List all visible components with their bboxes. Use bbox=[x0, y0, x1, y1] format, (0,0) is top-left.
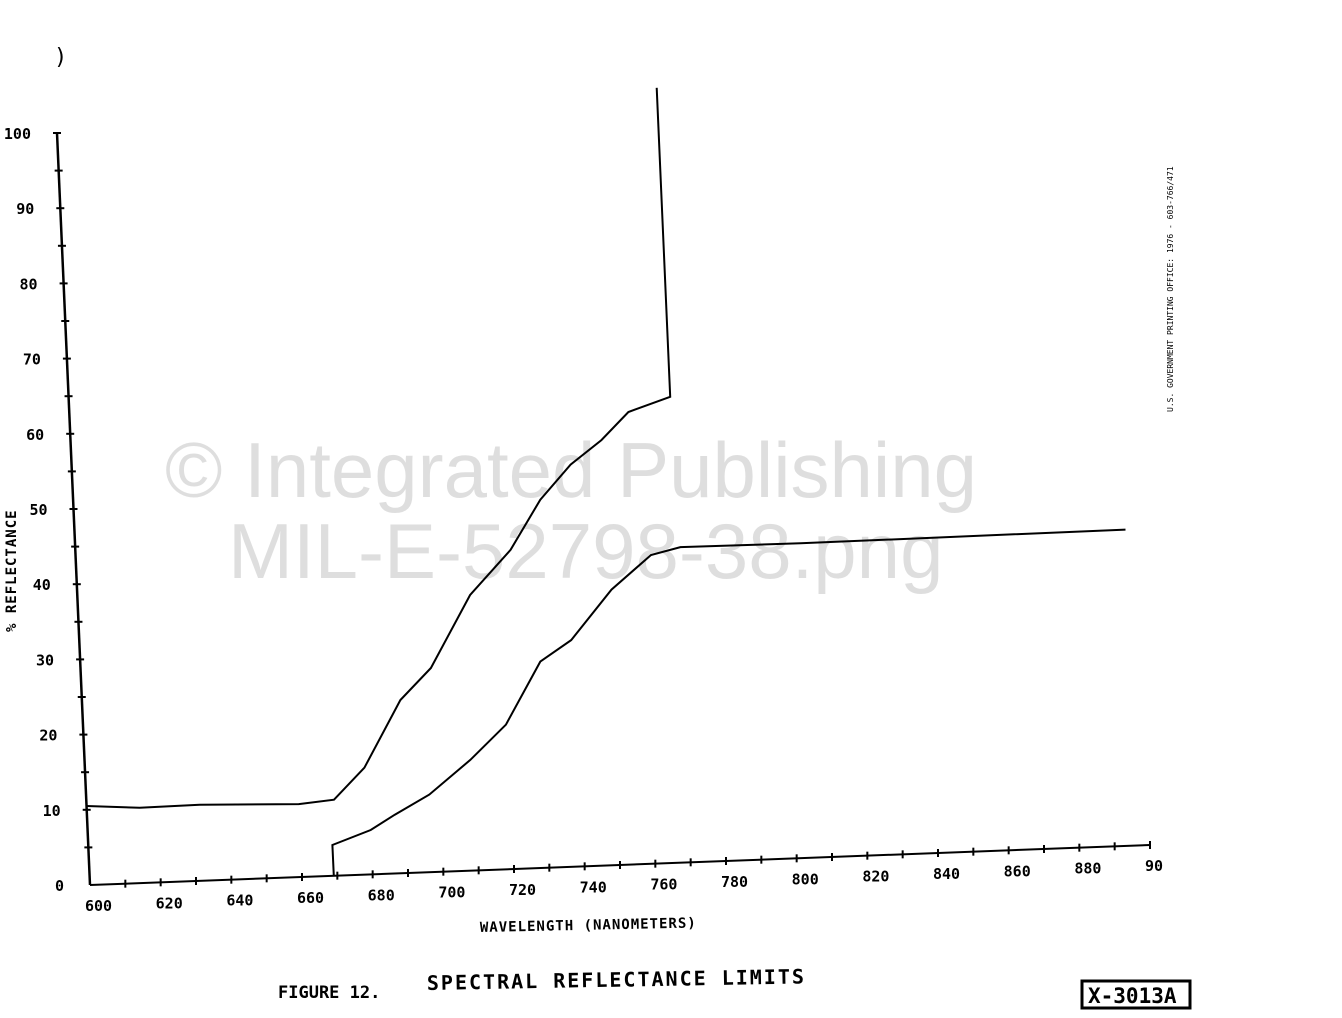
y-axis-title: % REFLECTANCE bbox=[4, 509, 20, 632]
y-tick-label: 60 bbox=[26, 426, 44, 444]
x-tick-label: 720 bbox=[509, 881, 536, 899]
y-tick-label: 80 bbox=[20, 275, 38, 293]
x-tick-label: 840 bbox=[933, 865, 960, 883]
scan-mark: ) bbox=[54, 45, 67, 70]
x-tick-label: 740 bbox=[580, 878, 607, 896]
x-tick-label: 600 bbox=[85, 897, 112, 915]
y-tick-label: 30 bbox=[36, 651, 54, 669]
x-tick-label: 90 bbox=[1145, 857, 1163, 875]
y-tick-label: 50 bbox=[29, 501, 47, 519]
y-tick-label: 0 bbox=[55, 877, 64, 895]
x-tick-labels: 600 620 640 660 680 700 720 740 760 780 800 820 840 8… bbox=[85, 857, 1163, 915]
watermark-line-2: MIL-E-52798-38.png bbox=[228, 507, 943, 595]
ticks bbox=[53, 132, 1151, 888]
y-tick-label: 90 bbox=[16, 200, 34, 218]
chart-title: SPECTRAL REFLECTANCE LIMITS bbox=[427, 964, 806, 995]
x-tick-label: 820 bbox=[862, 868, 889, 886]
drawing-number-box bbox=[1080, 979, 1192, 1010]
upper-limit-line bbox=[86, 87, 672, 809]
printing-office-note: U.S. GOVERNMENT PRINTING OFFICE: 1976 - … bbox=[1166, 166, 1175, 412]
x-tick-label: 800 bbox=[792, 870, 819, 888]
watermark-line-1: © Integrated Publishing bbox=[165, 426, 977, 514]
x-tick-label: 780 bbox=[721, 873, 748, 891]
y-tick-labels: 0 10 20 30 40 50 60 70 80 90 100 bbox=[4, 125, 64, 895]
y-tick-label: 20 bbox=[39, 727, 57, 745]
x-tick-label: 680 bbox=[368, 886, 395, 904]
y-tick-label: 100 bbox=[4, 125, 31, 143]
x-tick-label: 700 bbox=[438, 884, 465, 902]
y-tick-label: 70 bbox=[23, 351, 41, 369]
y-tick-label: 40 bbox=[33, 576, 51, 594]
figure-label: FIGURE 12. bbox=[278, 983, 380, 1003]
x-tick-label: 860 bbox=[1004, 862, 1031, 880]
x-tick-label: 660 bbox=[297, 889, 324, 907]
x-tick-label: 620 bbox=[156, 894, 183, 912]
x-tick-label: 880 bbox=[1074, 860, 1101, 878]
x-tick-label: 760 bbox=[650, 876, 677, 894]
drawing-number: X-3013A bbox=[1088, 984, 1177, 1008]
y-tick-label: 10 bbox=[43, 802, 61, 820]
lower-limit-line bbox=[331, 528, 1126, 876]
x-tick-label: 640 bbox=[226, 892, 253, 910]
x-axis-title: WAVELENGTH (NANOMETERS) bbox=[480, 915, 697, 936]
series-lines bbox=[86, 87, 1126, 876]
